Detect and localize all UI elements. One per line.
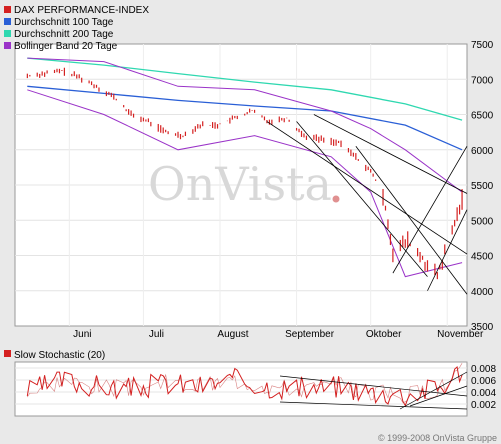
x-tick-label: Oktober [366, 329, 402, 340]
x-tick-label: Juni [73, 329, 91, 340]
stoch-y-tick-label: 0.006 [471, 376, 496, 387]
trendline-fall [296, 121, 428, 277]
x-tick-label: November [437, 329, 484, 340]
series-line-2 [27, 57, 463, 121]
y-tick-label: 7500 [471, 40, 494, 51]
trendline-rise-b [427, 209, 468, 291]
y-tick-label: 5000 [471, 216, 494, 227]
legend-swatch-dax [4, 6, 11, 13]
stoch-y-tick-label: 0.002 [471, 400, 496, 411]
y-tick-label: 6000 [471, 146, 494, 157]
stoch-y-tick-label: 0.008 [471, 364, 496, 375]
legend-label-bollinger: Bollinger Band 20 Tage [14, 41, 118, 52]
main-grid [15, 44, 467, 326]
legend-label-ma200: Durchschnitt 200 Tage [14, 29, 114, 40]
stoch-trend-a [279, 375, 468, 397]
main-x-axis: Juni Juli August September Oktober November [73, 329, 484, 340]
watermark-dot [332, 195, 340, 203]
stoch-trend-d [409, 385, 468, 407]
stoch-line-k [26, 366, 463, 407]
x-tick-label: Juli [149, 329, 164, 340]
series-line-1 [27, 85, 463, 151]
main-legend: DAX PERFORMANCE-INDEX Durchschnitt 100 T… [4, 5, 149, 52]
stoch-trend-b [279, 401, 468, 410]
trendline-upper [313, 114, 468, 194]
stoch-trend-c [399, 371, 468, 410]
stoch-y-tick-label: 0.004 [471, 388, 496, 399]
stochastic-legend-label: Slow Stochastic (20) [14, 350, 105, 361]
y-tick-label: 4000 [471, 287, 494, 298]
legend-swatch-bollinger [4, 42, 11, 49]
x-tick-label: September [285, 329, 335, 340]
trendline-channel-a [266, 121, 468, 255]
copyright-text: © 1999-2008 OnVista Gruppe [378, 433, 497, 443]
y-tick-label: 4500 [471, 252, 494, 263]
main-y-axis: 3500 4000 4500 5000 5500 6000 6500 7000 7500 [471, 40, 494, 333]
stochastic-legend-swatch [4, 350, 11, 357]
stochastic-plot-area [14, 361, 468, 417]
watermark-text: OnVista [148, 157, 332, 211]
trendline-rise-a [392, 146, 468, 274]
legend-swatch-ma100 [4, 18, 11, 25]
y-tick-label: 6500 [471, 111, 494, 122]
legend-label-ma100: Durchschnitt 100 Tage [14, 17, 114, 28]
legend-label-dax: DAX PERFORMANCE-INDEX [14, 5, 149, 16]
x-tick-label: August [217, 329, 248, 340]
trendline-channel-b [355, 145, 468, 295]
series-line-3 [27, 57, 463, 193]
stochastic-series-layer [26, 363, 468, 410]
legend-swatch-ma200 [4, 30, 11, 37]
y-tick-label: 5500 [471, 181, 494, 192]
y-tick-label: 7000 [471, 75, 494, 86]
candles-layer [26, 67, 463, 280]
y-tick-label: 3500 [471, 322, 494, 333]
trendlines-layer [266, 114, 468, 295]
